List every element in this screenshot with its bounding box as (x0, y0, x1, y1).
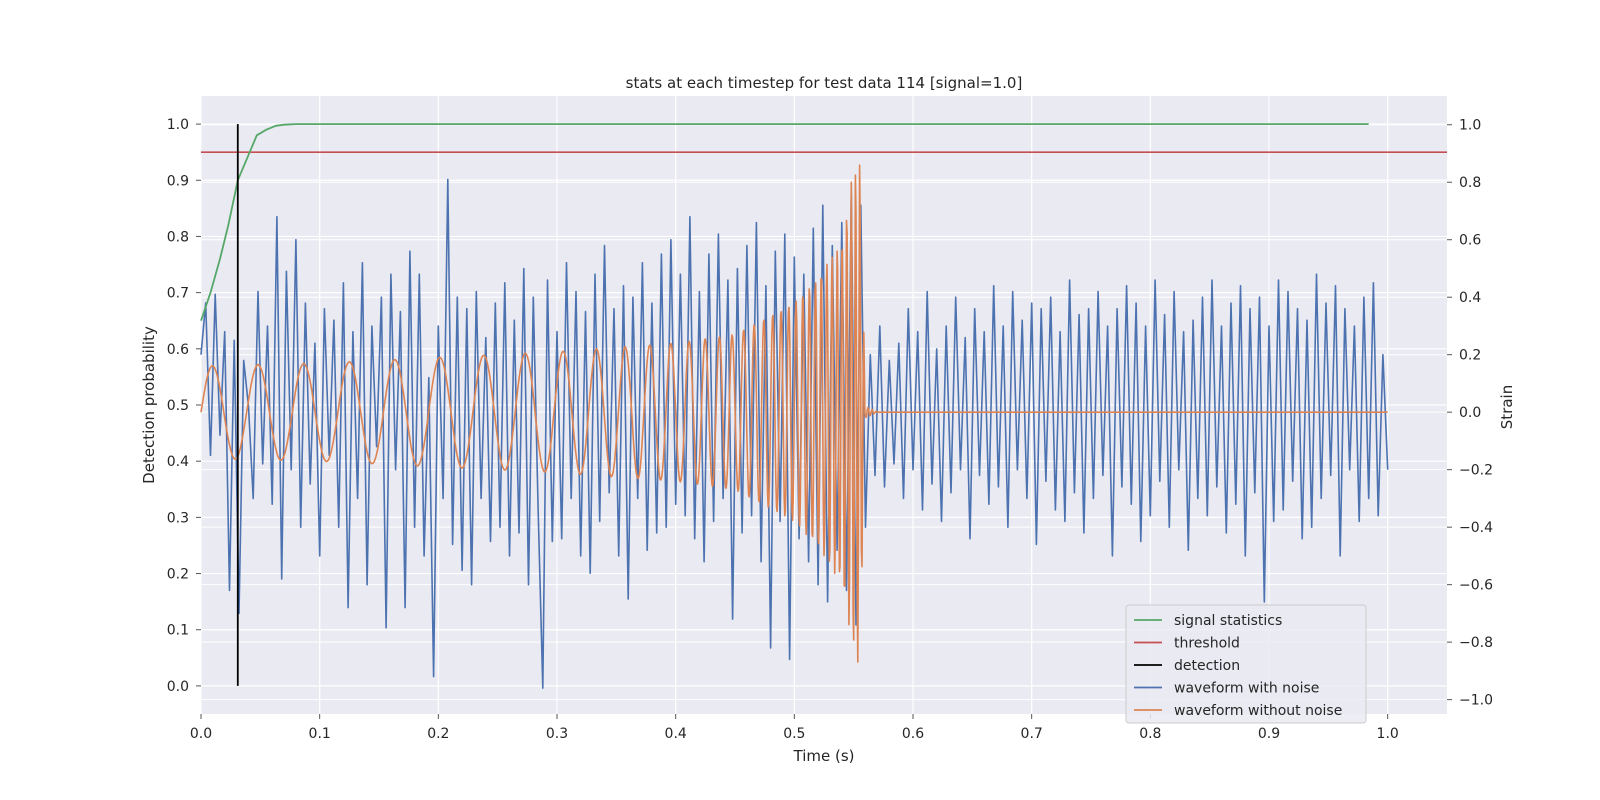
y-left-tick-labels: 0.0 0.1 0.2 0.3 0.4 0.5 0.6 0.7 0.8 0.9 1.0 (167, 117, 201, 695)
y-left-tick-label: 0.7 (167, 286, 189, 302)
series-waveform-without-noise (200, 164, 1388, 663)
legend-item-label: detection (1174, 658, 1240, 674)
y-right-tick-label: −1.0 (1459, 693, 1493, 709)
y-right-tick-label: −0.8 (1459, 635, 1493, 651)
legend-item-label: threshold (1174, 636, 1240, 652)
x-tick-label: 0.7 (1021, 726, 1043, 742)
series-waveform-with-noise (200, 178, 1389, 689)
x-tick-label: 0.4 (665, 726, 687, 742)
y-left-tick-label: 0.6 (167, 342, 189, 358)
y-axis-label-left: Detection probability (140, 326, 158, 484)
series-layer (200, 123, 1447, 689)
y-right-tick-label: −0.4 (1459, 520, 1493, 536)
y-left-tick-label: 0.4 (167, 454, 189, 470)
x-tick-label: 0.2 (427, 726, 449, 742)
x-tick-label: 0.5 (783, 726, 805, 742)
y-right-tick-label: −0.2 (1459, 463, 1493, 479)
y-left-tick-label: 0.5 (167, 398, 189, 414)
legend-item-label: waveform with noise (1174, 681, 1319, 697)
x-tick-label: 0.8 (1139, 726, 1161, 742)
x-tick-label: 1.0 (1377, 726, 1399, 742)
y-left-tick-label: 0.9 (167, 173, 189, 189)
x-tick-label: 0.0 (190, 726, 212, 742)
x-tick-label: 0.9 (1258, 726, 1280, 742)
y-right-tick-label: 0.0 (1459, 405, 1481, 421)
y-left-tick-label: 0.2 (167, 567, 189, 583)
chart-title: stats at each timestep for test data 114… (626, 74, 1023, 92)
y-right-tick-label: 0.4 (1459, 290, 1481, 306)
x-tick-label: 0.6 (902, 726, 924, 742)
y-left-tick-label: 0.0 (167, 679, 189, 695)
series-signal-statistics (200, 123, 1369, 321)
y-left-tick-label: 1.0 (167, 117, 189, 133)
y-left-tick-label: 0.8 (167, 229, 189, 245)
y-left-tick-label: 0.3 (167, 510, 189, 526)
y-right-tick-label: 0.6 (1459, 233, 1481, 249)
x-tick-label: 0.1 (309, 726, 331, 742)
legend-item-label: waveform without noise (1174, 703, 1342, 719)
y-right-tick-label: 1.0 (1459, 118, 1481, 134)
y-axis-label-right: Strain (1498, 385, 1516, 429)
x-axis-label: Time (s) (793, 747, 855, 765)
legend-box (1125, 604, 1367, 724)
x-tick-labels: 0.0 0.1 0.2 0.3 0.4 0.5 0.6 0.7 0.8 0.9 1.0 (190, 714, 1399, 742)
legend-item-label: signal statistics (1174, 613, 1282, 629)
y-right-tick-label: 0.2 (1459, 348, 1481, 364)
y-right-tick-label: −0.6 (1459, 578, 1493, 594)
y-left-tick-label: 0.1 (167, 623, 189, 639)
x-tick-label: 0.3 (546, 726, 568, 742)
y-right-tick-labels: −1.0 −0.8 −0.6 −0.4 −0.2 0.0 0.2 0.4 0.6 0.8 1.0 (1447, 118, 1493, 709)
legend: signal statistics threshold detection wavef… (1125, 604, 1367, 724)
y-right-tick-label: 0.8 (1459, 175, 1481, 191)
